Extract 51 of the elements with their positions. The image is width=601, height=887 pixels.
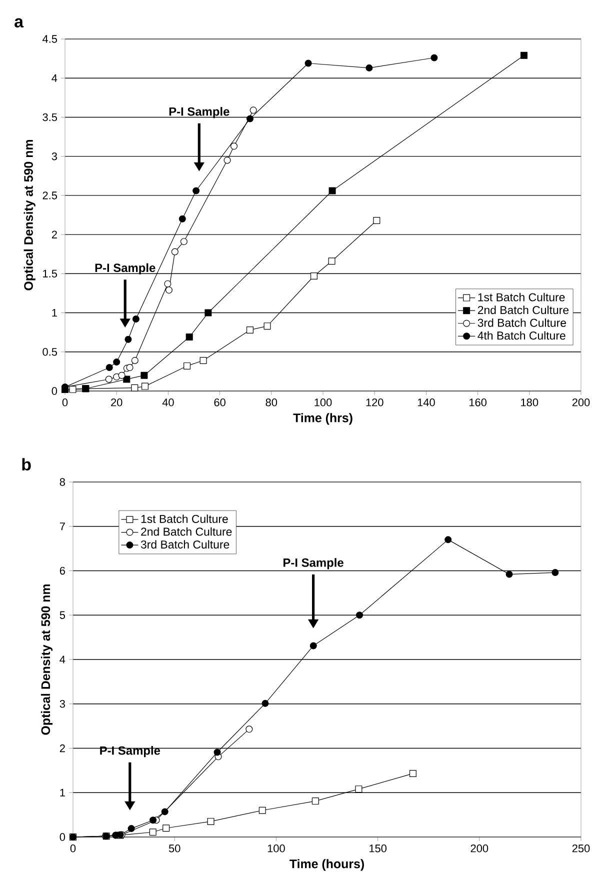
x-axis-title: Time (hrs) — [293, 413, 352, 425]
y-tick-label: 8 — [60, 478, 65, 486]
annotation: P-I Sample — [95, 263, 156, 274]
x-tick-label: 200 — [470, 844, 488, 852]
y-tick-label: 6 — [60, 566, 65, 575]
y-tick-label: 5 — [60, 611, 66, 619]
x-axis-title: Time (hours) — [290, 859, 364, 871]
y-tick-label: 3 — [52, 152, 57, 160]
x-tick-label: 160 — [469, 398, 486, 406]
chart-title: a — [14, 18, 24, 28]
legend-label: 3rd Batch Culture — [478, 318, 566, 327]
x-tick-label: 60 — [214, 398, 226, 406]
legend-label: 1st Batch Culture — [141, 514, 228, 523]
legend-label: 4th Batch Culture — [478, 331, 566, 340]
y-tick-label: 2 — [52, 230, 57, 238]
y-tick-label: 3.5 — [42, 113, 58, 122]
x-tick-label: 250 — [572, 844, 590, 852]
y-tick-label: 0.5 — [42, 348, 58, 356]
legend-label: 3rd Batch Culture — [140, 540, 230, 549]
x-tick-label: 20 — [111, 398, 122, 406]
y-tick-label: 0 — [60, 833, 66, 841]
x-tick-label: 80 — [266, 398, 278, 406]
legend-label: 2nd Batch Culture — [478, 306, 569, 314]
y-tick-label: 2.5 — [42, 192, 58, 200]
legend-label: 2nd Batch Culture — [141, 527, 232, 536]
y-tick-label: 1.5 — [43, 270, 58, 278]
x-tick-label: 200 — [572, 398, 590, 406]
y-tick-label: 2 — [60, 744, 65, 752]
x-tick-label: 140 — [418, 398, 435, 406]
annotation: P-I Sample — [284, 558, 344, 570]
y-tick-label: 4.5 — [42, 35, 58, 43]
x-tick-label: 100 — [268, 844, 285, 852]
annotation: P-I Sample — [169, 107, 230, 118]
legend-label: 1st Batch Culture — [478, 292, 565, 302]
y-tick-label: 1 — [52, 309, 57, 317]
y-axis-title: Optical Density at 590 nm — [40, 584, 53, 735]
chart-title: b — [22, 458, 31, 471]
x-tick-label: 180 — [521, 398, 538, 406]
y-tick-label: 1 — [60, 788, 65, 796]
x-tick-label: 50 — [168, 844, 180, 852]
x-tick-label: 0 — [70, 844, 76, 852]
x-tick-label: 40 — [162, 398, 174, 406]
y-tick-label: 4 — [60, 656, 66, 664]
x-tick-label: 100 — [314, 398, 332, 406]
y-tick-label: 4 — [52, 74, 58, 82]
y-tick-label: 0 — [52, 387, 58, 395]
y-axis-title: Optical Density at 590 nm — [24, 140, 36, 290]
x-tick-label: 120 — [366, 398, 384, 406]
y-tick-label: 7 — [60, 522, 65, 530]
y-tick-label: 3 — [60, 700, 65, 708]
x-tick-label: 150 — [369, 844, 386, 852]
